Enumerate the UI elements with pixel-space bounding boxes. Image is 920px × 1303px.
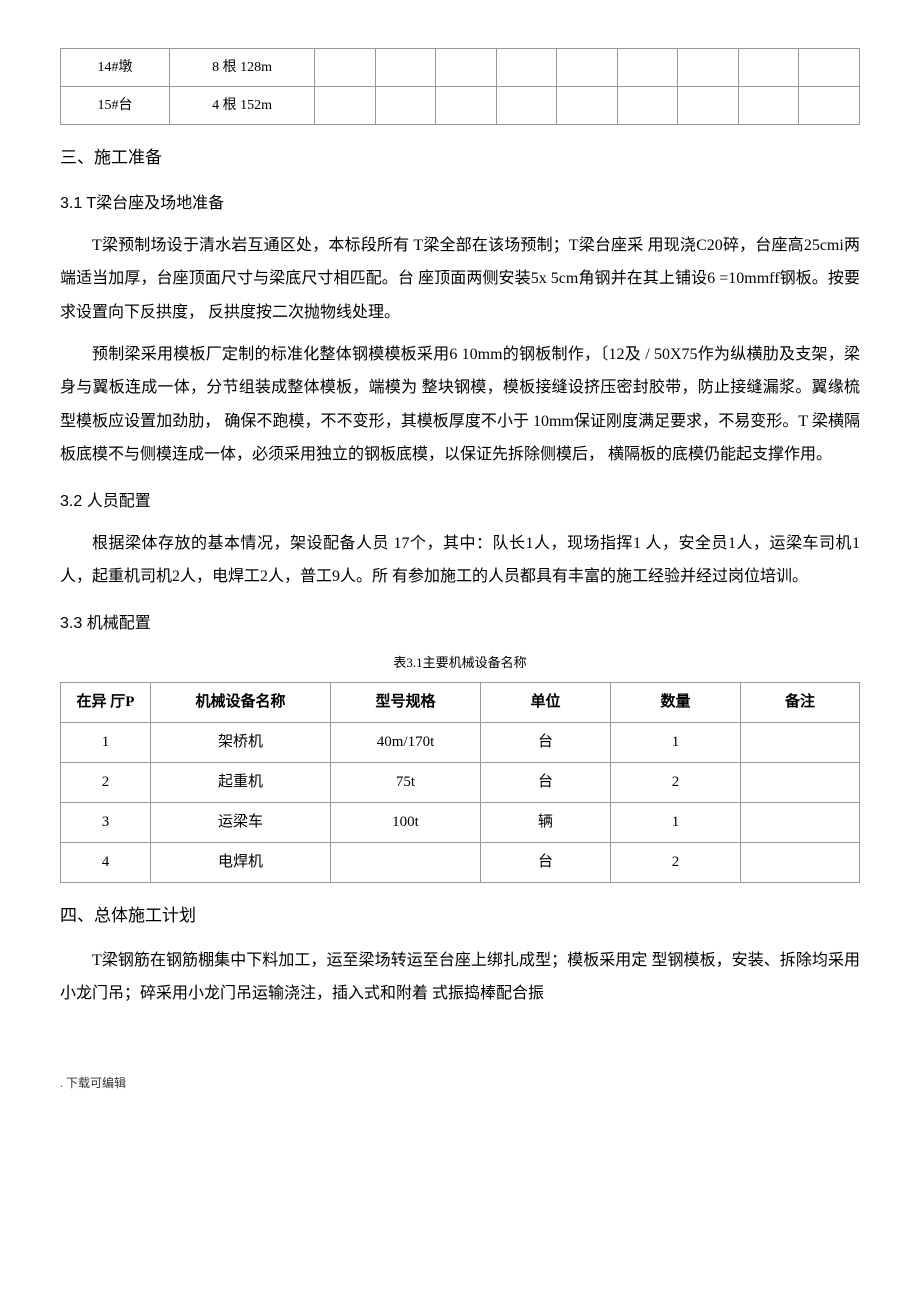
cell-qty: 1 [611, 803, 741, 843]
section-3-1-title: 3.1 T梁台座及场地准备 [60, 190, 860, 219]
cell-remark [741, 803, 860, 843]
empty-cell [496, 49, 557, 87]
empty-cell [557, 87, 618, 125]
cell-spec: 40m/170t [331, 723, 481, 763]
cell-label: 15#台 [61, 87, 170, 125]
header-remark: 备注 [741, 683, 860, 723]
cell-label: 14#墩 [61, 49, 170, 87]
empty-cell [315, 49, 376, 87]
cell-unit: 台 [481, 763, 611, 803]
empty-cell [375, 87, 436, 125]
top-table: 14#墩8 根 128m15#台4 根 152m [60, 48, 860, 125]
cell-spec [331, 843, 481, 883]
section-4-title: 四、总体施工计划 [60, 901, 860, 932]
cell-name: 运梁车 [151, 803, 331, 843]
empty-cell [799, 49, 860, 87]
cell-value: 4 根 152m [169, 87, 314, 125]
cell-unit: 台 [481, 843, 611, 883]
cell-seq: 1 [61, 723, 151, 763]
cell-seq: 2 [61, 763, 151, 803]
cell-name: 电焊机 [151, 843, 331, 883]
empty-cell [617, 87, 678, 125]
empty-cell [678, 87, 739, 125]
empty-cell [315, 87, 376, 125]
section-3-2-p1: 根据梁体存放的基本情况，架设配备人员 17个，其中：队长1人，现场指挥1 人，安… [60, 527, 860, 594]
empty-cell [436, 87, 497, 125]
empty-cell [436, 49, 497, 87]
table-header-row: 在异 厅P 机械设备名称 型号规格 单位 数量 备注 [61, 683, 860, 723]
empty-cell [375, 49, 436, 87]
section-3-1-p1: T梁预制场设于清水岩互通区处，本标段所有 T梁全部在该场预制；T梁台座采 用现浇… [60, 229, 860, 330]
section-3-1-p2: 预制梁采用模板厂定制的标准化整体钢模模板采用6 10mm的钢板制作，〔12及 /… [60, 338, 860, 472]
cell-remark [741, 723, 860, 763]
header-seq: 在异 厅P [61, 683, 151, 723]
empty-cell [738, 87, 799, 125]
empty-cell [678, 49, 739, 87]
empty-cell [799, 87, 860, 125]
empty-cell [617, 49, 678, 87]
equipment-table: 在异 厅P 机械设备名称 型号规格 单位 数量 备注 1架桥机40m/170t台… [60, 682, 860, 883]
section-3-3-title: 3.3 机械配置 [60, 610, 860, 639]
cell-name: 起重机 [151, 763, 331, 803]
table-row: 4电焊机 台2 [61, 843, 860, 883]
table-row: 3运梁车100t辆1 [61, 803, 860, 843]
empty-cell [557, 49, 618, 87]
section-3-title: 三、施工准备 [60, 143, 860, 174]
cell-qty: 1 [611, 723, 741, 763]
header-name: 机械设备名称 [151, 683, 331, 723]
header-spec: 型号规格 [331, 683, 481, 723]
footer-note: . 下载可编辑 [60, 1071, 860, 1096]
empty-cell [496, 87, 557, 125]
cell-value: 8 根 128m [169, 49, 314, 87]
cell-unit: 台 [481, 723, 611, 763]
table-row: 15#台4 根 152m [61, 87, 860, 125]
cell-remark [741, 763, 860, 803]
equipment-table-caption: 表3.1主要机械设备名称 [60, 651, 860, 674]
table-row: 1架桥机40m/170t台1 [61, 723, 860, 763]
table-row: 14#墩8 根 128m [61, 49, 860, 87]
cell-seq: 4 [61, 843, 151, 883]
cell-name: 架桥机 [151, 723, 331, 763]
section-3-2-title: 3.2 人员配置 [60, 488, 860, 517]
cell-spec: 75t [331, 763, 481, 803]
cell-qty: 2 [611, 843, 741, 883]
cell-seq: 3 [61, 803, 151, 843]
table-row: 2起重机75t台2 [61, 763, 860, 803]
cell-unit: 辆 [481, 803, 611, 843]
header-qty: 数量 [611, 683, 741, 723]
cell-remark [741, 843, 860, 883]
cell-spec: 100t [331, 803, 481, 843]
header-unit: 单位 [481, 683, 611, 723]
cell-qty: 2 [611, 763, 741, 803]
section-4-p1: T梁钢筋在钢筋棚集中下料加工，运至梁场转运至台座上绑扎成型；模板采用定 型钢模板… [60, 944, 860, 1011]
empty-cell [738, 49, 799, 87]
